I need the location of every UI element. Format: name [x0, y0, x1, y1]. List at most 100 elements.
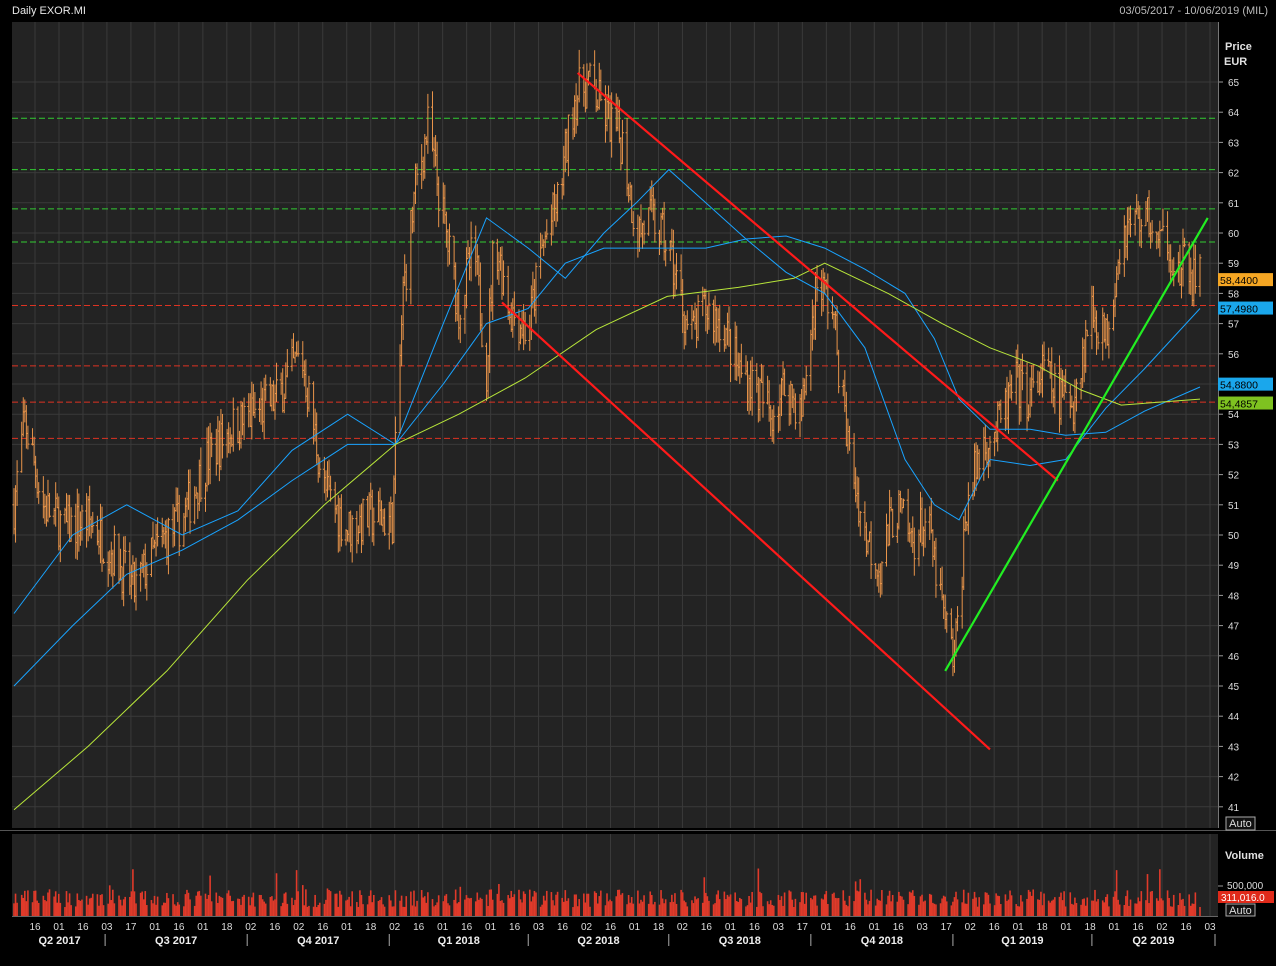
volume-bar — [978, 897, 980, 916]
volume-bar — [362, 904, 364, 916]
volume-bar — [210, 901, 213, 916]
volume-bar — [842, 890, 845, 916]
volume-bar — [708, 900, 710, 916]
volume-bar — [42, 895, 45, 916]
volume-bar — [379, 899, 381, 916]
volume-bar — [1159, 869, 1161, 916]
volume-bar — [813, 895, 815, 916]
volume-bar — [939, 903, 942, 916]
price-bars — [12, 49, 1202, 677]
ma-mid-badge-value: 54,8800 — [1220, 380, 1258, 392]
volume-bar — [44, 900, 46, 916]
x-tick-label: 18 — [221, 922, 233, 933]
volume-bar — [519, 899, 522, 916]
volume-axis-label: Volume — [1225, 850, 1264, 862]
volume-bar — [243, 894, 245, 916]
volume-bar — [545, 890, 548, 916]
volume-bar — [814, 895, 817, 916]
auto-scale-button[interactable] — [1225, 816, 1256, 831]
volume-bar — [150, 900, 153, 916]
volume-bar — [1199, 906, 1201, 916]
volume-bar — [907, 904, 909, 916]
volume-bar — [297, 891, 299, 916]
volume-bar — [193, 905, 196, 916]
volume-bar — [70, 905, 72, 916]
y-tick-label: 60 — [1228, 229, 1240, 240]
volume-bar — [382, 904, 384, 916]
volume-bar — [476, 892, 479, 916]
volume-bar — [33, 890, 35, 916]
volume-bar — [532, 896, 534, 916]
volume-bar — [1191, 903, 1194, 916]
volume-bar — [119, 899, 122, 916]
x-tick-label: 01 — [1013, 922, 1025, 933]
volume-bar — [67, 902, 69, 916]
volume-bar — [423, 896, 426, 916]
volume-bar — [799, 902, 801, 916]
x-tick-label: 01 — [725, 922, 737, 933]
volume-bar — [868, 900, 871, 916]
volume-bar — [641, 901, 644, 916]
volume-bar — [184, 894, 187, 916]
x-tick-label: 16 — [77, 922, 89, 933]
volume-bar — [314, 894, 316, 916]
ma-mid-badge — [1218, 377, 1273, 391]
auto-scale-label[interactable]: Auto — [1229, 818, 1252, 830]
volume-bar — [318, 902, 321, 916]
volume-bar — [78, 899, 80, 916]
volume-bar — [102, 905, 105, 916]
volume-bar — [621, 893, 624, 916]
volume-bar — [759, 891, 761, 916]
volume-bar — [671, 894, 673, 916]
quarter-label: Q4 2017 — [297, 935, 339, 947]
x-tick-label: 17 — [797, 922, 809, 933]
y-tick-label: 42 — [1228, 773, 1240, 784]
volume-bar — [122, 899, 125, 916]
volume-bar — [681, 892, 684, 916]
volume-bar — [513, 894, 516, 916]
volume-bar — [391, 906, 394, 916]
volume-bar — [1169, 906, 1172, 916]
volume-bar — [31, 902, 34, 916]
volume-auto-button[interactable] — [1225, 903, 1256, 917]
volume-bar — [1029, 891, 1031, 916]
volume-bar — [335, 893, 338, 916]
volume-bar — [762, 906, 764, 916]
volume-bar — [508, 898, 511, 916]
volume-bar — [650, 894, 653, 916]
volume-bar — [258, 894, 261, 916]
volume-bar — [221, 897, 224, 916]
volume-bar — [573, 894, 576, 916]
volume-bar — [867, 904, 869, 916]
volume-bar — [663, 903, 665, 916]
volume-bar — [834, 897, 837, 916]
volume-bar — [294, 899, 296, 916]
volume-bar — [339, 890, 341, 916]
date-range: 03/05/2017 - 10/06/2019 (MIL) — [1119, 5, 1268, 17]
volume-bar — [575, 894, 577, 916]
volume-bar — [1171, 906, 1174, 916]
volume-bar — [447, 903, 449, 916]
volume-bar — [924, 900, 926, 916]
volume-bar — [238, 898, 241, 916]
y-tick-label: 48 — [1228, 591, 1240, 602]
volume-bar — [530, 901, 533, 916]
volume-auto-label[interactable]: Auto — [1229, 905, 1252, 917]
volume-bar — [99, 894, 102, 916]
y-axis-label-unit: EUR — [1224, 56, 1247, 68]
volume-plot-area[interactable] — [12, 834, 1218, 916]
volume-bar — [617, 889, 619, 916]
volume-bar — [110, 900, 113, 916]
chart-title: Daily EXOR.MI — [12, 5, 86, 17]
volume-bar — [436, 902, 438, 916]
price-plot-area[interactable] — [12, 22, 1218, 828]
y-tick-label: 65 — [1228, 78, 1240, 89]
volume-bar — [195, 895, 198, 916]
volume-bar — [737, 901, 740, 916]
volume-bar — [1155, 898, 1158, 916]
volume-bar — [1189, 905, 1192, 916]
volume-bar — [654, 901, 656, 916]
volume-bar — [274, 899, 276, 916]
